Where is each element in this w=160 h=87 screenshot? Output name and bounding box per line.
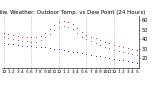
Title: Milw. Weather: Outdoor Temp. vs Dew Point (24 Hours): Milw. Weather: Outdoor Temp. vs Dew Poin… [0,10,146,15]
